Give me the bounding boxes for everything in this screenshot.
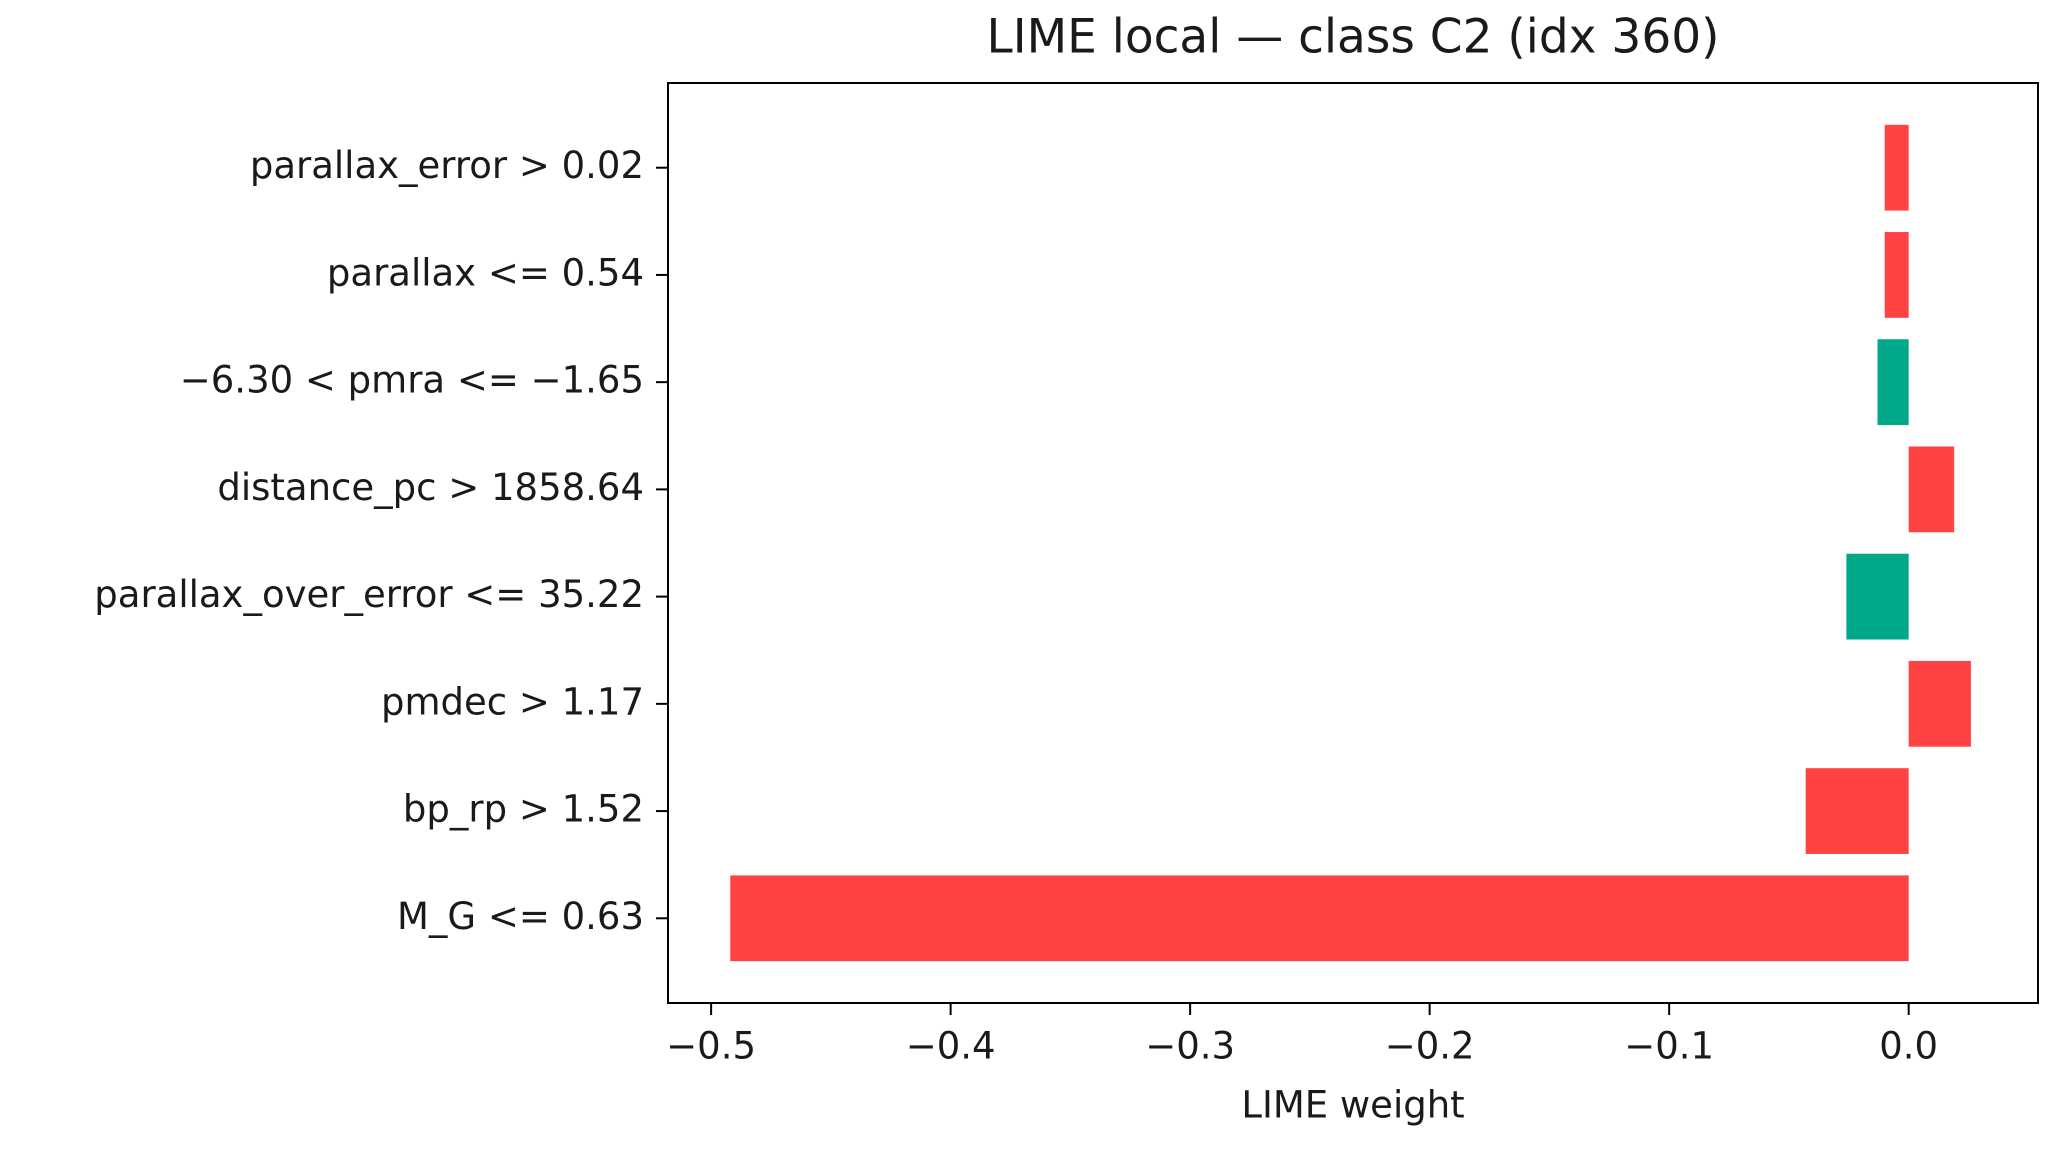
- x-tick-label: −0.5: [666, 1025, 756, 1068]
- x-tick-label: −0.4: [906, 1025, 996, 1068]
- y-tick-label: pmdec > 1.17: [381, 680, 644, 723]
- y-tick-label: −6.30 < pmra <= −1.65: [180, 359, 644, 402]
- y-tick-label: parallax_error > 0.02: [250, 144, 644, 187]
- chart-title: LIME local — class C2 (idx 360): [987, 10, 1720, 65]
- bar: [1877, 339, 1909, 426]
- y-tick-label: bp_rp > 1.52: [403, 788, 644, 831]
- bar: [730, 875, 1909, 962]
- y-tick-label: M_G <= 0.63: [397, 895, 644, 938]
- y-tick-label: parallax <= 0.54: [327, 251, 644, 294]
- bar: [1846, 553, 1909, 640]
- x-tick-label: −0.1: [1624, 1025, 1714, 1068]
- bar: [1884, 124, 1909, 211]
- x-tick-label: −0.3: [1145, 1025, 1235, 1068]
- bar: [1805, 768, 1909, 854]
- bar: [1908, 660, 1971, 747]
- bar: [1908, 446, 1955, 533]
- y-tick-label: distance_pc > 1858.64: [217, 466, 644, 509]
- bar: [1884, 232, 1909, 318]
- x-axis-label: LIME weight: [1241, 1084, 1464, 1127]
- y-tick-label: parallax_over_error <= 35.22: [94, 573, 644, 616]
- x-tick-label: 0.0: [1879, 1025, 1938, 1068]
- x-tick-label: −0.2: [1385, 1025, 1475, 1068]
- plot-frame: [667, 82, 2039, 1004]
